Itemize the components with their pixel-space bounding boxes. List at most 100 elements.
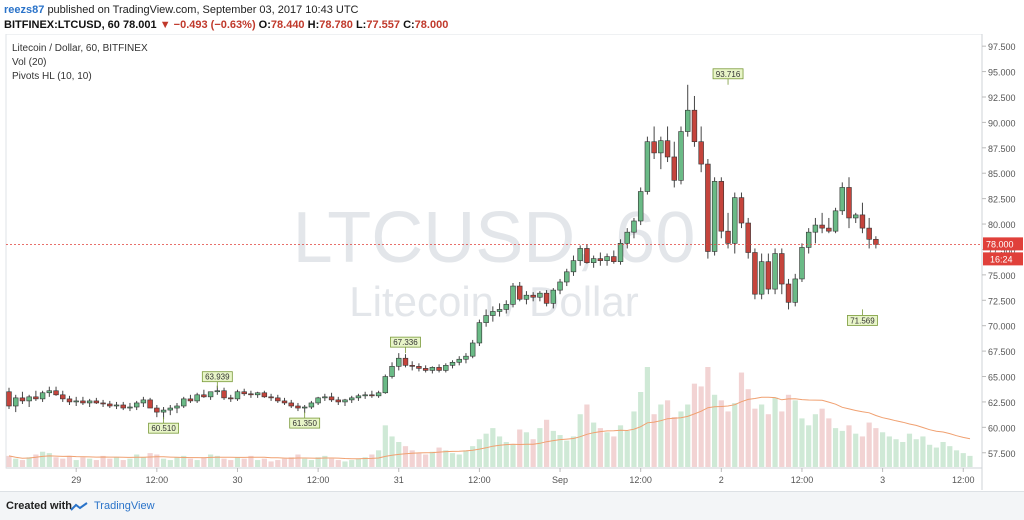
candle: [349, 395, 355, 403]
candle-body: [301, 406, 308, 409]
volume-bar: [100, 455, 106, 467]
countdown-label: 16:24: [990, 254, 1013, 264]
legend-pivots[interactable]: Pivots HL (10, 10): [12, 71, 92, 82]
volume-bar: [570, 436, 577, 467]
candle-body: [597, 258, 604, 261]
y-tick-label: 67.500: [988, 347, 1016, 357]
candle-body: [671, 156, 677, 181]
volume-bar: [389, 436, 395, 467]
volume-bar: [436, 447, 442, 467]
candle: [792, 273, 798, 307]
symbol-label: BITFINEX:LTCUSD, 60: [4, 19, 120, 31]
y-tick-label: 60.000: [988, 423, 1016, 433]
candle-body: [611, 256, 617, 262]
candle: [234, 389, 241, 401]
volume-bar: [597, 428, 603, 467]
candle-body: [456, 358, 462, 363]
candle: [698, 126, 704, 173]
candle-body: [362, 394, 368, 397]
candle-body: [732, 197, 738, 244]
y-tick-label: 80.000: [988, 220, 1016, 230]
last-price-label: 78.000: [986, 239, 1014, 249]
candle-body: [496, 309, 503, 312]
volume-bar: [792, 400, 798, 467]
volume-bar: [530, 439, 536, 467]
candle: [859, 202, 866, 234]
candle-body: [248, 393, 254, 396]
candle: [86, 398, 93, 408]
author-link[interactable]: reezs87: [4, 4, 45, 16]
volume-bar: [302, 458, 308, 467]
volume-bar: [839, 430, 845, 467]
x-tick-label: 12:00: [791, 475, 814, 485]
candle-body: [107, 403, 113, 407]
y-tick-label: 95.000: [988, 68, 1016, 78]
change-value: −0.493 (−0.63%): [173, 19, 256, 31]
candle: [456, 356, 462, 366]
candle: [819, 212, 825, 234]
candle: [611, 250, 617, 264]
candle: [604, 253, 610, 266]
volume-bar: [544, 419, 550, 467]
candle: [6, 387, 12, 410]
volume-bar: [496, 436, 503, 467]
candle-body: [543, 292, 550, 304]
volume-bar: [281, 458, 288, 467]
volume-bar: [832, 428, 839, 467]
volume-bar: [221, 458, 227, 467]
candle-body: [523, 294, 530, 300]
candle: [181, 396, 187, 409]
volume-bar: [134, 454, 140, 467]
volume-bar: [705, 367, 711, 467]
candle: [866, 217, 872, 249]
candle-body: [254, 392, 261, 396]
volume-bar: [517, 429, 523, 467]
candle: [530, 292, 536, 302]
candle-body: [758, 261, 765, 295]
down-arrow-icon: ▼: [159, 19, 171, 31]
candle: [765, 253, 772, 295]
candle-body: [853, 214, 859, 219]
candle-body: [402, 357, 409, 366]
candle-body: [422, 368, 429, 371]
volume-bar: [295, 454, 301, 467]
volume-bar: [160, 458, 167, 467]
candle-body: [375, 392, 382, 397]
pivot-label: 60.510: [151, 424, 176, 433]
publish-text: published on TradingView.com, September …: [47, 4, 359, 16]
candle-body: [664, 140, 671, 158]
candle-body: [355, 395, 362, 399]
pivot-marker: 60.510: [148, 417, 179, 434]
candle: [154, 404, 160, 418]
close-value: 78.000: [414, 19, 449, 31]
volume-bar: [174, 457, 180, 467]
tradingview-logo-icon: [70, 502, 88, 511]
candle-body: [785, 283, 792, 303]
volume-bar: [369, 454, 375, 467]
chart-header: reezs87 published on TradingView.com, Se…: [0, 0, 1024, 34]
volume-bar: [349, 460, 355, 467]
volume-bar: [900, 442, 906, 467]
pivot-box: [390, 336, 421, 348]
volume-bar: [967, 455, 973, 467]
volume-bar: [678, 411, 684, 467]
candle-body: [100, 402, 106, 405]
legend-title[interactable]: Litecoin / Dollar, 60, BITFINEX: [12, 43, 148, 54]
candle-body: [342, 399, 348, 403]
volume-bar: [725, 411, 731, 467]
candle: [429, 366, 436, 374]
volume-bar: [584, 404, 590, 467]
pivot-label: 67.336: [393, 338, 418, 347]
candle: [409, 361, 415, 371]
candle-body: [711, 181, 718, 252]
tradingview-link[interactable]: TradingView: [94, 500, 155, 512]
chart-legend: Litecoin / Dollar, 60, BITFINEX Vol (20)…: [12, 42, 148, 84]
candle-body: [590, 258, 597, 263]
created-with-text: Created with: [6, 500, 73, 512]
candle: [523, 291, 530, 305]
candle-body: [637, 191, 644, 222]
legend-volume[interactable]: Vol (20): [12, 57, 47, 68]
candle-body: [416, 366, 422, 369]
pivot-box: [289, 417, 321, 429]
